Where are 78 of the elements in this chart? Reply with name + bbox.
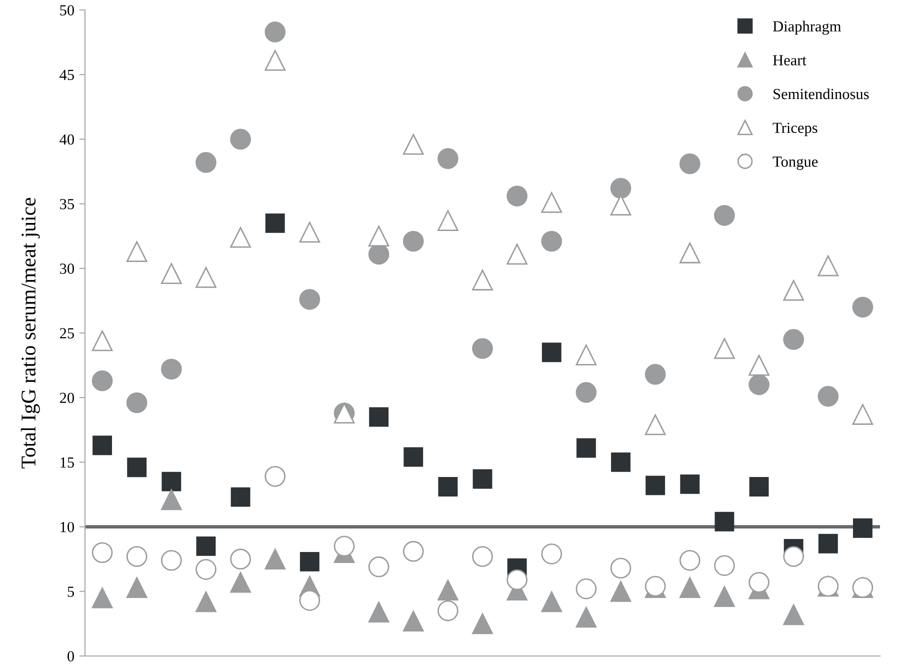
point [472,469,492,489]
point [714,512,734,532]
point [196,536,216,556]
point [506,186,528,206]
point [402,230,424,252]
legend-label: Heart [772,55,806,66]
point [714,205,735,226]
point [92,587,113,608]
point [646,476,666,496]
point [404,447,424,467]
point [300,552,320,572]
y-tick-label: 45 [60,70,74,80]
legend-label: Tongue [772,156,818,170]
point [334,536,355,557]
point [576,382,597,403]
point [783,546,804,567]
point [196,152,216,173]
point [196,591,216,612]
point [438,148,458,169]
y-tick-label: 10 [60,522,74,532]
y-tick-label: 15 [60,457,74,468]
point [679,577,700,598]
point [576,438,596,458]
point [126,392,148,414]
point [265,213,285,233]
y-tick-label: 20 [60,392,74,404]
point [852,518,872,538]
point [230,487,250,507]
point [644,364,666,385]
legend-label: Semitendinosus [774,88,869,100]
point [438,580,458,601]
point [438,477,458,496]
point [714,586,735,607]
legend-label: Diaphragm [772,20,842,35]
point [818,386,839,407]
y-tick-label: 30 [60,264,74,274]
y-tick-label: 35 [60,198,74,210]
point [369,407,389,427]
point [680,474,700,494]
point [783,604,804,626]
point [368,602,390,622]
point [611,452,630,472]
point [472,613,493,634]
y-tick-label: 0 [68,651,74,662]
point [230,572,251,593]
point [162,472,182,492]
point [576,606,597,628]
point [748,572,770,593]
point [610,178,632,199]
y-tick-label: 50 [60,5,74,16]
y-tick-label: 25 [60,328,74,338]
point [472,338,493,359]
point [264,548,286,570]
point [542,342,562,362]
point [541,591,562,612]
point [160,489,182,510]
point [127,458,147,478]
y-tick-label: 5 [68,586,74,597]
point [160,358,182,380]
point [402,610,424,632]
y-tick-label: 40 [60,134,74,145]
point [126,577,148,598]
point [299,288,320,310]
legend-label: Triceps [772,122,818,136]
point [264,22,286,42]
point [541,230,562,252]
point [818,534,838,554]
y-axis-title: Total IgG ratio serum/meat juice [20,198,40,468]
point [749,477,769,496]
point [230,128,251,150]
point [783,329,804,350]
point [610,580,632,602]
point [852,296,874,318]
point [92,370,113,392]
point [506,569,528,590]
point [748,374,770,396]
point [92,436,112,456]
point [679,153,700,174]
